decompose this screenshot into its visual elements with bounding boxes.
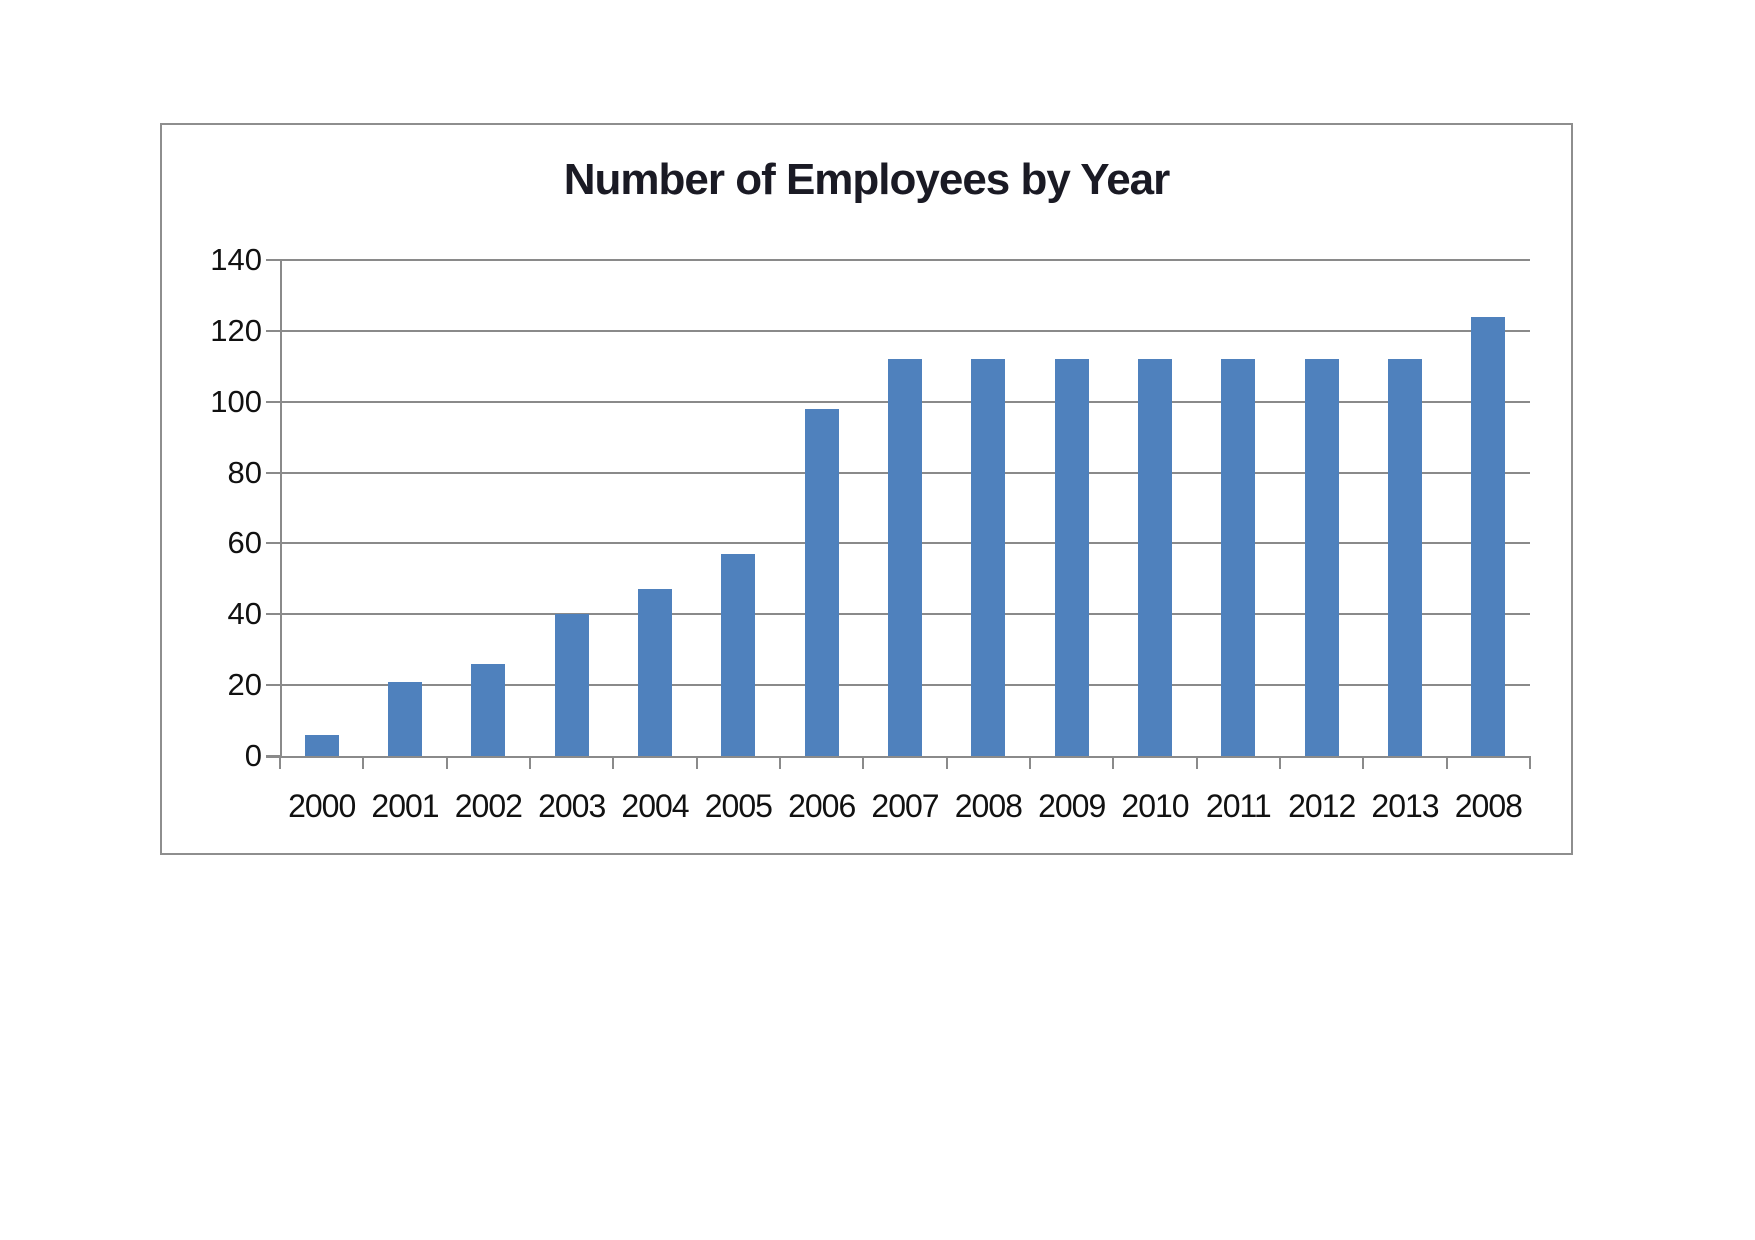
bar-2005-idx5	[721, 554, 756, 756]
y-label-60: 60	[227, 525, 262, 561]
x-label-2002-idx2: 2002	[454, 788, 523, 824]
x-label-2012-idx12: 2012	[1288, 788, 1356, 824]
x-label-2013-idx13: 2013	[1371, 788, 1439, 824]
bar-2010-idx10	[1138, 359, 1172, 756]
bar-2000-idx0	[304, 734, 339, 756]
x-label-2010-idx10: 2010	[1121, 788, 1189, 824]
x-tick-5	[695, 756, 698, 769]
x-label-2009-idx9: 2009	[1038, 788, 1106, 824]
x-label-2003-idx3: 2003	[538, 788, 606, 824]
x-label-2011-idx11: 2011	[1205, 788, 1272, 824]
y-tick-80	[266, 471, 280, 474]
x-tick-1	[362, 756, 365, 769]
y-label-20: 20	[227, 667, 262, 703]
x-axis-line	[266, 756, 1530, 758]
y-tick-140	[266, 259, 280, 261]
y-label-80: 80	[227, 454, 262, 490]
x-label-2007-idx7: 2007	[871, 788, 939, 824]
y-tick-60	[266, 542, 280, 545]
y-tick-100	[266, 400, 280, 403]
x-label-2004-idx4: 2004	[621, 788, 689, 824]
x-tick-14	[1445, 756, 1448, 769]
y-label-140: 140	[210, 242, 262, 277]
bar-2003-idx3	[554, 614, 589, 756]
x-tick-12	[1279, 756, 1281, 769]
y-tick-120	[266, 329, 280, 332]
bar-2006-idx6	[804, 408, 839, 756]
y-label-120: 120	[210, 312, 262, 348]
x-tick-3	[529, 756, 531, 769]
x-label-2008-idx8: 2008	[954, 788, 1023, 824]
y-label-0: 0	[244, 738, 262, 773]
y-label-40: 40	[227, 596, 262, 632]
x-tick-11	[1195, 756, 1198, 769]
x-tick-8	[945, 756, 948, 769]
x-tick-15	[1529, 756, 1531, 769]
bar-2008-idx8	[971, 359, 1006, 756]
y-tick-20	[266, 684, 280, 687]
bar-2002-idx2	[471, 663, 506, 756]
x-label-2000-idx0: 2000	[288, 788, 356, 824]
x-label-2001-idx1: 2001	[371, 788, 439, 824]
x-label-2008-idx14: 2008	[1454, 788, 1523, 824]
gridline-120	[280, 329, 1530, 332]
x-tick-0	[279, 756, 281, 769]
y-tick-40	[266, 613, 280, 616]
x-tick-2	[445, 756, 448, 769]
x-tick-13	[1362, 756, 1365, 769]
gridline-140	[280, 259, 1530, 261]
bar-2012-idx12	[1304, 359, 1339, 756]
bar-2008-idx14	[1471, 316, 1506, 756]
x-label-2006-idx6: 2006	[788, 788, 856, 824]
x-tick-6	[779, 756, 781, 769]
x-label-2005-idx5: 2005	[704, 788, 773, 824]
bar-2001-idx1	[388, 681, 422, 756]
chart-container: Number of Employees by Year 0 20 40 60 80 100…	[160, 123, 1573, 855]
bar-2004-idx4	[638, 589, 672, 756]
bar-2007-idx7	[888, 359, 922, 756]
plot-area	[266, 259, 1531, 769]
bar-2009-idx9	[1054, 359, 1089, 756]
x-tick-7	[862, 756, 865, 769]
x-tick-9	[1029, 756, 1031, 769]
y-axis-line	[280, 260, 282, 756]
y-label-100: 100	[210, 383, 262, 419]
y-tick-0	[266, 755, 280, 757]
bar-2011-idx11	[1221, 359, 1256, 756]
chart-title: Number of Employees by Year	[563, 155, 1171, 204]
x-tick-10	[1112, 756, 1115, 769]
x-tick-4	[612, 756, 615, 769]
bar-2013-idx13	[1388, 359, 1422, 756]
